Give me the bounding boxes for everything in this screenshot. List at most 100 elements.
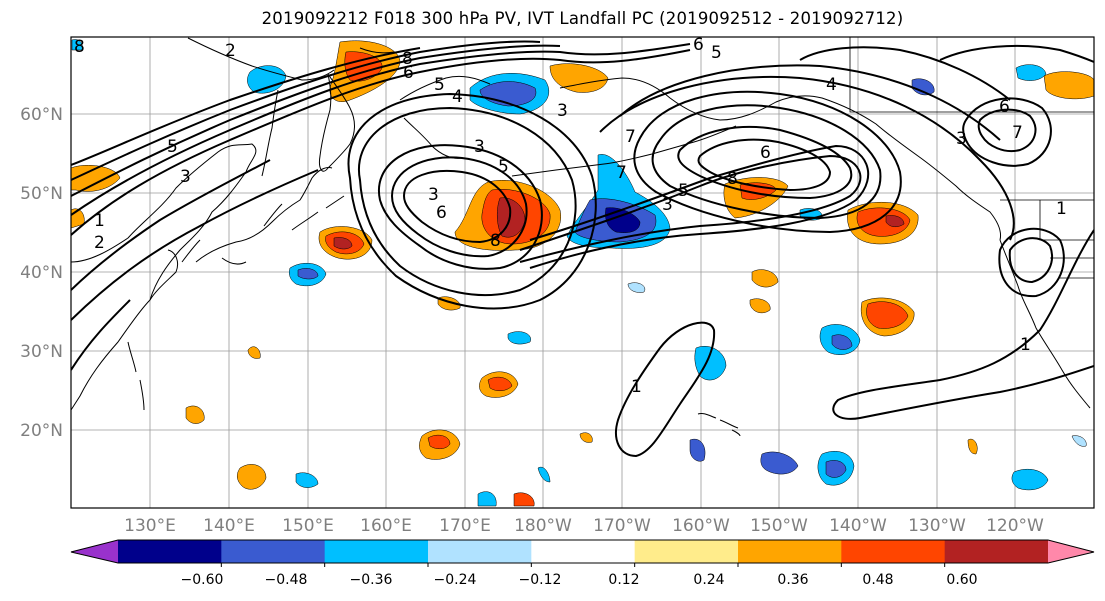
coast-korea: [149, 239, 201, 301]
contour-label: 3: [956, 129, 967, 149]
coast-aleutians: [511, 125, 737, 177]
ivt-contour: [71, 49, 691, 236]
contour-label: 8: [402, 49, 413, 69]
ivt-contour: [615, 321, 716, 458]
contour-label: 1: [94, 211, 105, 231]
contour-labels: 8 2 8 6 5 4 6 5 4 3 7 3 5 3 6 8 3 5 7 6 …: [74, 35, 1067, 397]
pv-positive-blob-south-4: [749, 298, 771, 314]
pv-negative-blob-okhotsk: [247, 65, 287, 94]
colorbar-tick-label: 0.12: [608, 572, 639, 588]
lat-label: 20°N: [20, 421, 63, 441]
map-title: 2019092212 F018 300 hPa PV, IVT Landfall…: [261, 9, 904, 28]
coast-alaska: [559, 77, 1001, 241]
colorbar-tick-label: 0.36: [777, 572, 808, 588]
contour-label: 6: [693, 35, 704, 55]
ivt-contour: [677, 125, 853, 200]
ivt-contour: [1008, 237, 1053, 284]
contour-label: 3: [428, 185, 439, 205]
ivt-contour: [832, 229, 1094, 420]
lon-label: 150°E: [282, 516, 334, 536]
ivt-contour: [71, 43, 691, 216]
lon-label: 150°W: [750, 516, 808, 536]
contour-label: 1: [1020, 335, 1031, 355]
coast-kamchatka: [319, 73, 355, 172]
contour-label: 5: [434, 75, 445, 95]
latitude-labels: 60°N 50°N 40°N 30°N 20°N: [20, 105, 63, 441]
colorbar: −0.60 −0.48 −0.36 −0.24 −0.12 0.12 0.24 …: [70, 539, 1095, 588]
coast-kuril: [291, 195, 345, 231]
colorbar-extend-low: [71, 540, 118, 563]
colorbar-tick-label: −0.36: [350, 572, 393, 588]
colorbar-tick-label: 0.24: [693, 572, 724, 588]
lat-label: 60°N: [20, 105, 63, 125]
ivt-contour: [529, 144, 869, 269]
lat-label: 40°N: [20, 263, 63, 283]
contour-label: 2: [225, 41, 236, 61]
ivt-contour: [71, 40, 541, 181]
ivt-contours: [71, 40, 1094, 458]
pv-positive-blob-tiny-1: [247, 346, 261, 359]
longitude-labels: 130°E 140°E 150°E 160°E 170°E 180°W 170°…: [124, 516, 1044, 536]
pv-negative-blob-tiny-2: [537, 466, 551, 483]
contour-label: 7: [616, 163, 627, 183]
lon-label: 170°W: [593, 516, 651, 536]
pv-negative-blob-north-east-2: [1015, 64, 1047, 81]
ivt-contour: [71, 159, 271, 291]
pv-positive-blob-subtropic-1: [479, 371, 519, 398]
colorbar-tick-label: 0.48: [862, 572, 893, 588]
contour-label: 5: [711, 43, 722, 63]
contour-label: 8: [74, 37, 85, 57]
contour-label: 6: [403, 63, 414, 83]
ivt-contour: [651, 104, 882, 220]
ivt-contour: [939, 44, 1094, 63]
coast-bc-usa: [999, 239, 1091, 409]
pv-positive-blob-south-2: [185, 405, 205, 424]
contour-label: 6: [436, 203, 447, 223]
ivt-contour: [799, 46, 1011, 101]
colorbar-segments: [71, 540, 1094, 563]
lon-label: 160°W: [672, 516, 730, 536]
ivt-contour: [71, 47, 421, 166]
contour-label: 7: [1012, 123, 1023, 143]
colorbar-tick-label: 0.60: [946, 572, 977, 588]
contour-label: 3: [474, 137, 485, 157]
pv-positive-blob-south-5: [751, 269, 779, 288]
ivt-contour: [633, 90, 902, 234]
pv-negative-blob-north-east: [911, 78, 935, 96]
lon-label: 120°W: [986, 516, 1044, 536]
contour-label: 4: [826, 75, 837, 95]
contour-label: 5: [167, 137, 178, 157]
contour-label: 8: [727, 169, 738, 189]
pv-negative-blob-hawaii-east: [817, 451, 855, 486]
lon-label: 140°E: [203, 516, 255, 536]
pv-positive-blob-chukchi: [549, 63, 609, 93]
contour-label: 7: [625, 127, 636, 147]
pv-negative-blob-far-southeast: [1011, 469, 1049, 491]
pv-negative-blob-south-2: [689, 438, 706, 462]
contour-label: 8: [490, 231, 501, 251]
ivt-contour: [357, 106, 577, 296]
ivt-contour: [390, 156, 528, 258]
contour-label: 2: [94, 233, 105, 253]
colorbar-segment: [221, 540, 326, 563]
border-alaska-canada: [849, 37, 1094, 113]
ivt-contour: [377, 144, 543, 270]
pv-positive-blob-east-pac: [860, 297, 915, 337]
lon-label: 180°W: [514, 516, 572, 536]
pv-negative-blob-south-east: [760, 451, 799, 475]
pv-positive-blob-tiny-3: [579, 432, 593, 443]
coast-okhotsk: [187, 37, 395, 81]
graticule: [71, 37, 1094, 508]
colorbar-tick-label: −0.48: [265, 572, 308, 588]
ivt-contour: [619, 64, 1001, 141]
colorbar-tick-label: −0.24: [434, 572, 477, 588]
ivt-contour: [697, 138, 832, 192]
colorbar-segment: [118, 540, 222, 563]
colorbar-tick-label: −0.60: [181, 572, 224, 588]
ivt-contour: [962, 97, 1052, 167]
lat-label: 30°N: [20, 342, 63, 362]
contour-label: 1: [631, 377, 642, 397]
ivt-contour: [71, 299, 131, 371]
contour-label: 6: [760, 143, 771, 163]
